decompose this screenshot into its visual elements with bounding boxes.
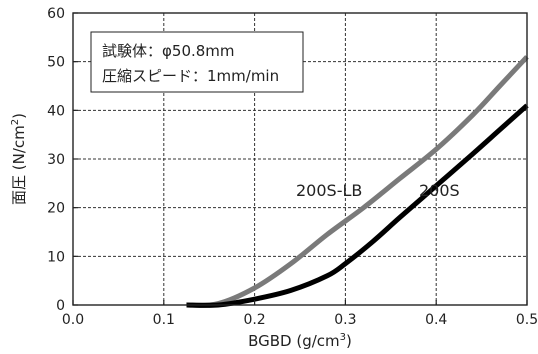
series-line-200s (186, 103, 529, 308)
annotation-frame (90, 31, 304, 93)
x-tick-label: 0.2 (243, 312, 265, 328)
x-tick-label: 0.1 (153, 312, 175, 328)
y-tick-label: 60 (47, 6, 65, 22)
x-axis-label: BGBD (g/cm3) (248, 332, 352, 350)
y-axis-label: 面圧 (N/cm2) (10, 113, 28, 205)
y-axis-label-superscript: 2 (10, 119, 21, 125)
y-tick-label: 30 (47, 152, 65, 168)
x-tick-label: 0.4 (425, 312, 447, 328)
series-line-200s-lb (186, 55, 529, 308)
annotation-line-2: 圧縮スピード：1mm/min (102, 67, 279, 85)
y-tick-label: 40 (47, 103, 65, 119)
series-lines (186, 55, 529, 308)
y-tick-label: 0 (56, 298, 65, 314)
series-label-200s-lb: 200S-LB (296, 181, 362, 200)
x-axis-label-superscript: 3 (340, 332, 346, 343)
x-tick-label: 0.3 (334, 312, 356, 328)
y-tick-label: 50 (47, 55, 65, 71)
y-tick-label: 10 (47, 249, 65, 265)
series-label-200s: 200S (419, 181, 460, 200)
x-tick-label: 0.5 (516, 312, 538, 328)
y-tick-label: 20 (47, 201, 65, 217)
annotation-box: 試験体：φ50.8mm 圧縮スピード：1mm/min (90, 31, 304, 93)
x-tick-label: 0.0 (62, 312, 84, 328)
axis-ticks: 0.0 0.1 0.2 0.3 0.4 0.5 0 10 20 30 40 50 60 (47, 6, 538, 328)
annotation-line-1: 試験体：φ50.8mm (102, 42, 235, 60)
